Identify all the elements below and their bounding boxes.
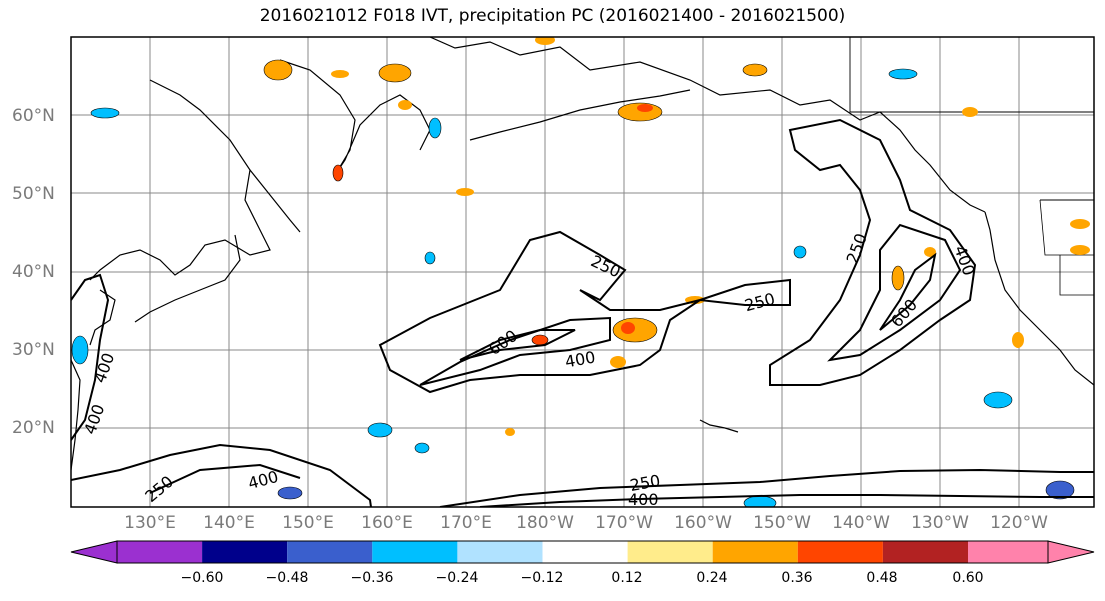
contour-label-400-e: 400 bbox=[90, 350, 118, 385]
border-states bbox=[1039, 199, 1094, 296]
border-canada bbox=[849, 37, 1094, 113]
map-content: 250 250 250 400 400 400 400 400 600 600 … bbox=[71, 37, 1094, 509]
colorbar-tick: −0.24 bbox=[435, 570, 479, 586]
colorbar-extend-min bbox=[70, 540, 118, 564]
colorbar-bin bbox=[457, 541, 543, 563]
coastlines bbox=[71, 37, 1094, 471]
lat-label-20n: 20°N bbox=[12, 418, 55, 438]
colorbar-bin bbox=[627, 541, 713, 563]
contour-600-east bbox=[879, 252, 937, 331]
colorbar-bin bbox=[797, 541, 883, 563]
colorbar-tick: 0.12 bbox=[611, 570, 643, 586]
coast-korea bbox=[89, 289, 116, 346]
lon-label-150e: 150°E bbox=[282, 513, 334, 533]
colorbar-bin bbox=[117, 541, 203, 563]
colorbar-tick: −0.12 bbox=[520, 570, 564, 586]
ivt-contours bbox=[71, 118, 1094, 507]
contour-600-central bbox=[459, 329, 576, 361]
colorbar-bin bbox=[372, 541, 458, 563]
coast-na bbox=[984, 211, 1094, 386]
contour-400-band bbox=[479, 494, 1094, 507]
contour-label-400-f: 400 bbox=[80, 402, 108, 437]
lon-label-170e: 170°E bbox=[440, 513, 492, 533]
contour-400-west bbox=[71, 273, 110, 441]
lat-label-50n: 50°N bbox=[12, 184, 55, 204]
lon-label-130w: 130°W bbox=[911, 513, 969, 533]
colorbar-bin bbox=[712, 541, 798, 563]
lon-label-130e: 130°E bbox=[124, 513, 176, 533]
contour-250-central bbox=[378, 230, 791, 394]
lon-label-140w: 140°W bbox=[832, 513, 890, 533]
colorbar-outline bbox=[116, 540, 1049, 564]
coast-asia bbox=[89, 79, 271, 281]
lon-label-150w: 150°W bbox=[753, 513, 811, 533]
lon-label-160w: 160°W bbox=[674, 513, 732, 533]
lon-label-120w: 120°W bbox=[990, 513, 1048, 533]
colorbar-extend-max bbox=[1047, 540, 1095, 564]
lat-label-60n: 60°N bbox=[12, 106, 55, 126]
colorbar bbox=[70, 540, 1095, 564]
contour-label-250-c: 250 bbox=[843, 231, 871, 266]
contour-label-250-e: 250 bbox=[141, 472, 177, 506]
colorbar-bin bbox=[882, 541, 968, 563]
coast-hawaii bbox=[699, 419, 739, 433]
contour-400-east bbox=[827, 223, 962, 362]
contour-label-400-d: 400 bbox=[628, 490, 659, 509]
contour-400-central bbox=[419, 316, 611, 386]
lon-label-140e: 140°E bbox=[203, 513, 255, 533]
colorbar-tick: 0.60 bbox=[952, 570, 984, 586]
contour-label-600-a: 600 bbox=[485, 326, 521, 359]
map-title: 2016021012 F018 IVT, precipitation PC (2… bbox=[259, 6, 846, 26]
contour-label-400-c: 400 bbox=[246, 467, 280, 493]
colorbar-bin bbox=[542, 541, 628, 563]
contour-250-band bbox=[439, 468, 1094, 507]
contour-label-400-b: 400 bbox=[950, 243, 978, 278]
colorbar-bin bbox=[287, 541, 373, 563]
gridlines bbox=[71, 37, 1094, 507]
colorbar-tick: −0.48 bbox=[265, 570, 309, 586]
lat-label-40n: 40°N bbox=[12, 262, 55, 282]
contour-250-east bbox=[769, 118, 977, 386]
coast-kamchatka bbox=[279, 59, 431, 176]
colorbar-tick: −0.36 bbox=[350, 570, 394, 586]
map-frame bbox=[70, 36, 1095, 508]
coast-kurils bbox=[249, 169, 301, 233]
coast-aleutians bbox=[469, 89, 691, 141]
colorbar-tick: −0.60 bbox=[180, 570, 224, 586]
lat-label-30n: 30°N bbox=[12, 340, 55, 360]
contour-label-250-b: 250 bbox=[743, 289, 777, 315]
colorbar-tick: 0.24 bbox=[696, 570, 728, 586]
coast-japan bbox=[134, 234, 241, 323]
lon-label-160e: 160°E bbox=[361, 513, 413, 533]
contour-400-south bbox=[149, 463, 301, 494]
lon-label-170w: 170°W bbox=[595, 513, 653, 533]
coast-china bbox=[71, 359, 81, 471]
contour-250-south bbox=[71, 443, 372, 507]
lon-label-180w: 180°W bbox=[516, 513, 574, 533]
colorbar-bin bbox=[968, 541, 1048, 563]
contour-label-400-a: 400 bbox=[563, 347, 596, 371]
colorbar-tick: 0.36 bbox=[781, 570, 813, 586]
coast-alaska bbox=[429, 37, 986, 213]
colorbar-bin bbox=[202, 541, 288, 563]
colorbar-tick: 0.48 bbox=[866, 570, 898, 586]
contour-label-600-b: 600 bbox=[887, 295, 921, 331]
